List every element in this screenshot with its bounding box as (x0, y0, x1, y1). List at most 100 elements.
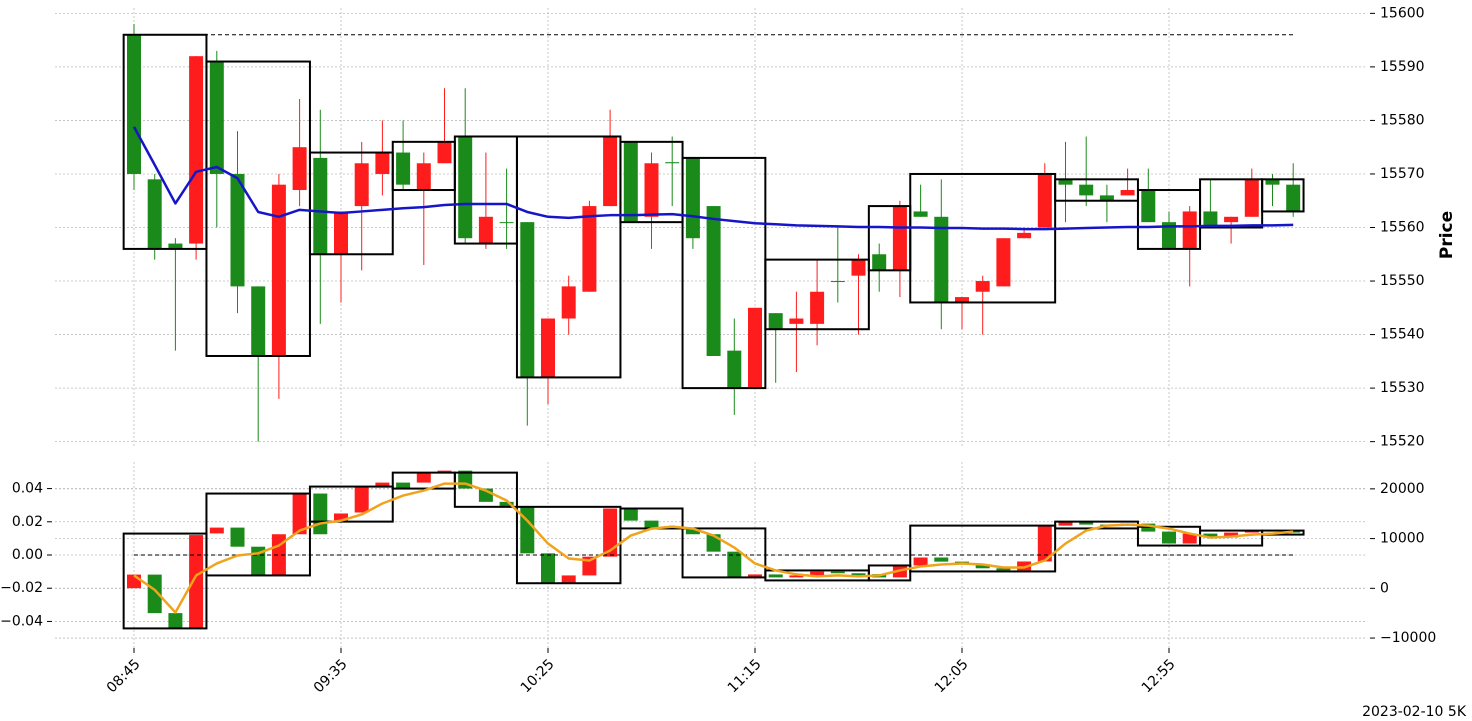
range-box (1199, 529, 1264, 547)
range-box (308, 151, 394, 256)
candle-body (230, 173, 245, 287)
candle-body (520, 506, 535, 554)
candle-body (768, 574, 783, 578)
candle-body (561, 575, 576, 584)
candle-body (1265, 179, 1280, 185)
candle-body (892, 206, 907, 271)
y-tick-label: 0.00 (12, 547, 43, 563)
candle-body (603, 508, 618, 557)
candle-body (685, 157, 700, 239)
candle-body (1141, 190, 1156, 223)
candle-body (416, 163, 431, 191)
y-tick-label: 0.04 (12, 481, 43, 497)
candle-body (168, 243, 183, 249)
candle-body (1037, 525, 1052, 562)
candle-body (934, 216, 949, 303)
candle-body (1286, 184, 1301, 212)
candle-body (541, 553, 555, 584)
candle-body (913, 557, 928, 566)
candle-body (396, 152, 411, 185)
candle-body (292, 493, 307, 535)
y2-tick-label: 10000 (1380, 531, 1425, 547)
candle-body (975, 281, 990, 292)
y2-tick-label: 20000 (1380, 481, 1425, 497)
candle-body (1224, 532, 1239, 538)
candle-body (209, 61, 224, 174)
candle-body (437, 141, 452, 164)
footnote: 2023-02-10 5K (1362, 704, 1467, 720)
candle-body (499, 501, 514, 507)
candle-body (251, 286, 266, 356)
candle-body (1162, 222, 1176, 249)
y-tick-label: 15590 (1380, 59, 1425, 75)
candle-body (748, 307, 762, 389)
y-tick-label: 15560 (1380, 220, 1425, 236)
x-tick-label: 12:05 (932, 656, 972, 696)
range-box (681, 527, 767, 579)
candle-body (334, 513, 348, 521)
candle-body (1224, 216, 1239, 223)
range-box (1261, 178, 1305, 213)
y2-tick-label: 0 (1380, 580, 1389, 596)
y-tick-label: 15580 (1380, 112, 1425, 128)
candle-body (706, 206, 721, 356)
candle-body (810, 291, 825, 324)
range-box (308, 485, 394, 523)
range-box (867, 564, 912, 582)
line-series (132, 126, 1294, 231)
candle-body (644, 520, 659, 529)
candle-body (561, 286, 576, 319)
range-box (205, 492, 311, 577)
candle-body (810, 571, 825, 576)
candle-body (230, 527, 245, 547)
candle-body (789, 575, 804, 578)
y-tick-label: −0.04 (0, 613, 43, 629)
candle-body (313, 493, 328, 535)
line-series (133, 482, 1294, 614)
range-box (122, 532, 208, 630)
candle-body (1182, 211, 1197, 249)
candle-body (292, 147, 307, 191)
candle-body (623, 508, 638, 521)
y-axis-label: Price (1437, 211, 1457, 259)
candle-body (499, 222, 514, 224)
candle-body (1037, 173, 1052, 228)
candle-body (396, 482, 411, 489)
candle-body (872, 254, 887, 271)
candle-body (458, 136, 473, 239)
candle-body (375, 482, 390, 488)
candle-body (1162, 531, 1176, 544)
range-box (909, 524, 1057, 573)
range-box (453, 471, 518, 508)
x-tick-label: 11:15 (725, 656, 765, 696)
candle-body (1058, 179, 1073, 185)
range-box (515, 135, 622, 379)
candle-body (727, 551, 742, 578)
x-tick-label: 12:55 (1139, 656, 1179, 696)
candle-body (168, 613, 183, 629)
candle-body (830, 281, 845, 283)
y-tick-label: 0.02 (12, 514, 43, 530)
candle-body (189, 535, 204, 629)
candle-body (189, 56, 204, 244)
y-tick-label: 15530 (1380, 380, 1425, 396)
candle-body (789, 318, 804, 324)
candle-body (955, 297, 969, 303)
candle-body (334, 211, 348, 255)
candle-body (271, 184, 286, 356)
candle-body (1017, 561, 1032, 571)
candle-body (520, 222, 535, 378)
candle-body (1203, 211, 1218, 228)
candle-body (603, 136, 618, 207)
candle-body (1120, 190, 1135, 196)
candle-body (478, 216, 493, 244)
x-tick-label: 08:45 (104, 656, 144, 696)
candle-body (271, 534, 286, 576)
candle-body (1017, 232, 1032, 239)
candle-body (1099, 195, 1114, 201)
candle-body (1079, 521, 1094, 525)
y-tick-label: 15550 (1380, 273, 1425, 289)
range-box (764, 258, 870, 331)
y-tick-label: 15540 (1380, 327, 1425, 343)
y2-tick-label: −10000 (1380, 630, 1436, 646)
